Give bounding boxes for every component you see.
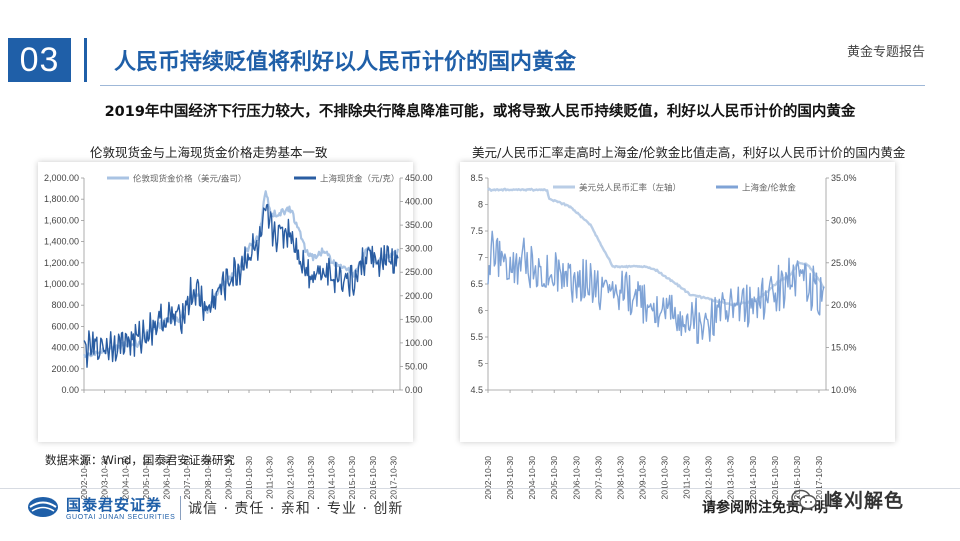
chart-right-x-tick-label: 2016-10-30 <box>792 456 802 500</box>
chart-left-y-right-tick-label: 50.00 <box>405 361 428 371</box>
chart-right-x-tick-label: 2017-10-30 <box>814 456 824 500</box>
chart-left-x-tick-label: 2017-10-30 <box>388 456 398 500</box>
chart-left-x-tick-label: 2011-10-30 <box>265 456 275 499</box>
chart-left-y-right-tick-label: 100.00 <box>405 338 433 348</box>
chart-left-panel <box>38 162 413 442</box>
chart-right-x-tick-label: 2004-10-30 <box>527 456 537 500</box>
chart-right-y-left-tick-label: 5.5 <box>470 332 483 342</box>
chart-left-x-tick-label: 2003-10-30 <box>100 456 110 500</box>
chart-right-x-tick-label: 2007-10-30 <box>593 456 603 500</box>
chart-right-x-tick-label: 2013-10-30 <box>726 456 736 500</box>
chart-left-y-left-tick-label: 1,000.00 <box>44 279 79 289</box>
chart-right-x-tick-label: 2014-10-30 <box>748 456 758 500</box>
chart-left-x-tick-label: 2010-10-30 <box>244 456 254 500</box>
chart-right-y-left-tick-label: 8 <box>478 200 483 210</box>
chart-right-legend-label-1: 美元兑人民币汇率（左轴） <box>579 183 681 194</box>
chart-left-y-right-tick-label: 350.00 <box>405 220 433 230</box>
company-name-en: GUOTAI JUNAN SECURITIES <box>66 514 176 521</box>
chart-right-x-tick-label: 2002-10-30 <box>483 456 493 500</box>
chart-right-y-right-tick-label: 25.0% <box>831 258 857 268</box>
chart-left-x-tick-label: 2002-10-30 <box>79 456 89 500</box>
chart-left-y-left-tick-label: 1,400.00 <box>44 237 79 247</box>
company-name-cn: 国泰君安证券 <box>66 496 163 514</box>
chart-left-y-left-tick-label: 200.00 <box>51 364 79 374</box>
data-source: 数据来源：Wind，国泰君安证券研究 <box>45 453 235 467</box>
chart-right-x-tick-label: 2006-10-30 <box>571 456 581 500</box>
chart-right-y-left-tick-label: 5 <box>478 359 483 369</box>
chart-left-y-right-tick-label: 0.00 <box>405 385 423 395</box>
chart-left-x-tick-label: 2016-10-30 <box>368 456 378 500</box>
slide-subtitle: 2019年中国经济下行压力较大，不排除央行降息降准可能，或将导致人民币持续贬值，… <box>104 104 856 120</box>
chart-left-x-tick-label: 2008-10-30 <box>203 456 213 500</box>
chart-left-y-left-tick-label: 0.00 <box>61 385 79 395</box>
watermark-text: 峰刈解色 <box>824 490 905 512</box>
chart-right-y-left-tick-label: 6 <box>478 306 483 316</box>
chart-right-x-tick-label: 2008-10-30 <box>615 456 625 500</box>
chart-right-title: 美元/人民币汇率走高时上海金/伦敦金比值走高，利好以人民币计价的国内黄金 <box>472 145 906 160</box>
chart-left-x-tick-label: 2007-10-30 <box>182 456 192 500</box>
chart-left-x-tick-label: 2012-10-30 <box>285 456 295 500</box>
header-rule <box>100 85 925 86</box>
section-number: 03 <box>8 38 71 82</box>
chart-left-x-tick-label: 2015-10-30 <box>347 456 357 500</box>
chart-right-x-tick-label: 2012-10-30 <box>704 456 714 500</box>
chart-left-x-tick-label: 2014-10-30 <box>327 456 337 500</box>
chart-left-legend-label-1: 伦敦现货金价格（美元/盎司） <box>133 174 246 185</box>
title-divider <box>84 38 87 82</box>
footer-separator <box>180 496 181 520</box>
chart-right-legend-label-2: 上海金/伦敦金 <box>742 183 796 194</box>
chart-left-x-tick-label: 2004-10-30 <box>120 456 130 500</box>
company-logo-icon <box>28 497 58 517</box>
chart-right-y-right-tick-label: 15.0% <box>831 343 857 353</box>
chart-right-y-left-tick-label: 6.5 <box>470 279 483 289</box>
chart-left-series-line-2 <box>83 203 399 368</box>
chart-left-y-left-tick-label: 1,800.00 <box>44 194 79 204</box>
chart-left-x-tick-label: 2006-10-30 <box>162 456 172 500</box>
chart-left-y-left-tick-label: 600.00 <box>51 321 79 331</box>
chart-left-x-tick-label: 2013-10-30 <box>306 456 316 500</box>
chart-left-y-right-tick-label: 300.00 <box>405 244 433 254</box>
chart-left-y-right-tick-label: 150.00 <box>405 314 433 324</box>
chart-left-y-right-tick-label: 450.00 <box>405 173 433 183</box>
chart-right-y-left-tick-label: 4.5 <box>470 385 483 395</box>
chart-left-y-left-tick-label: 1,600.00 <box>44 215 79 225</box>
chart-left-x-tick-label: 2005-10-30 <box>141 456 151 500</box>
chart-right-y-left-tick-label: 7.5 <box>470 226 483 236</box>
chart-right-x-tick-label: 2005-10-30 <box>549 456 559 500</box>
chart-right-x-tick-label: 2009-10-30 <box>637 456 647 500</box>
chart-right-x-tick-label: 2010-10-30 <box>660 456 670 500</box>
chart-left-y-right-tick-label: 400.00 <box>405 197 433 207</box>
chart-left-y-left-tick-label: 800.00 <box>51 300 79 310</box>
chart-right-y-right-tick-label: 10.0% <box>831 385 857 395</box>
chart-left-y-left-tick-label: 2,000.00 <box>44 173 79 183</box>
company-slogan: 诚信 · 责任 · 亲和 · 专业 · 创新 <box>188 501 404 517</box>
report-label: 黄金专题报告 <box>846 45 925 60</box>
chart-right-y-right-tick-label: 20.0% <box>831 300 857 310</box>
chart-left-legend-label-2: 上海现货金（元/克） <box>320 174 399 185</box>
chart-right-panel <box>460 162 895 442</box>
chart-right-y-left-tick-label: 8.5 <box>470 173 483 183</box>
footer-rule <box>0 488 960 489</box>
chart-right-series-line-1 <box>487 187 825 307</box>
chart-left-title: 伦敦现货金与上海现货金价格走势基本一致 <box>90 145 328 160</box>
chart-right-x-tick-label: 2015-10-30 <box>770 456 780 500</box>
chart-left-y-left-tick-label: 1,200.00 <box>44 258 79 268</box>
wechat-icon <box>791 489 817 510</box>
chart-right-y-right-tick-label: 30.0% <box>831 215 857 225</box>
page-title: 人民币持续贬值将利好以人民币计价的国内黄金 <box>114 50 577 75</box>
chart-right-x-tick-label: 2011-10-30 <box>682 456 692 499</box>
chart-left-x-tick-label: 2009-10-30 <box>223 456 233 500</box>
chart-left-y-right-tick-label: 250.00 <box>405 267 433 277</box>
chart-right-series-line-2 <box>487 230 825 344</box>
chart-right-y-left-tick-label: 7 <box>478 253 483 263</box>
chart-right-y-right-tick-label: 35.0% <box>831 173 857 183</box>
chart-right-x-tick-label: 2003-10-30 <box>505 456 515 500</box>
chart-left-y-left-tick-label: 400.00 <box>51 343 79 353</box>
chart-left-y-right-tick-label: 200.00 <box>405 291 433 301</box>
